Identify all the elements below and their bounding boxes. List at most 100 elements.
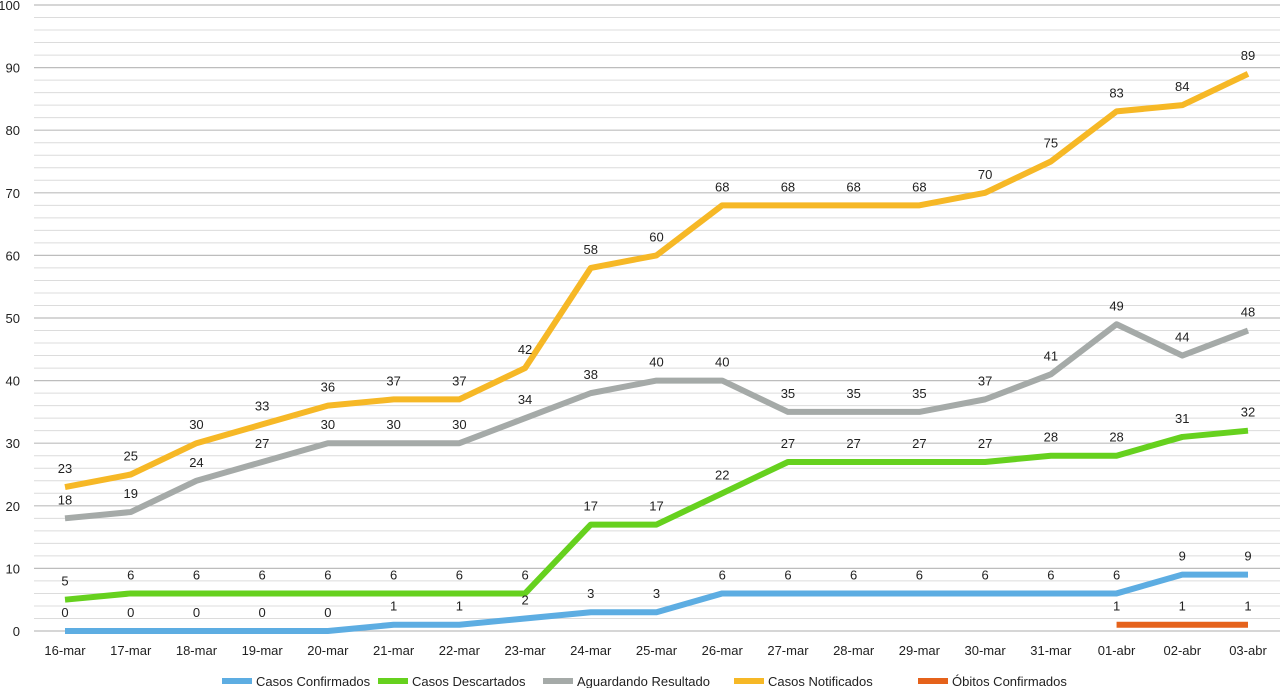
data-label: 40 [649, 355, 663, 370]
data-label: 33 [255, 398, 269, 413]
data-label: 68 [912, 179, 926, 194]
legend-label: Casos Confirmados [256, 674, 371, 688]
legend: Casos Confirmados Casos Descartados Aguard… [222, 674, 1067, 688]
data-label: 35 [912, 386, 926, 401]
data-label: 25 [123, 449, 137, 464]
x-tick-label: 25-mar [636, 643, 678, 658]
series-line-2 [64, 321, 1250, 522]
x-tick-label: 03-abr [1229, 643, 1267, 658]
data-label: 27 [912, 436, 926, 451]
data-label: 37 [452, 373, 466, 388]
y-tick-label: 50 [6, 311, 20, 326]
data-label: 18 [58, 492, 72, 507]
data-label: 1 [1179, 599, 1186, 614]
data-label: 89 [1241, 48, 1255, 63]
data-label: 6 [259, 567, 266, 582]
data-label: 0 [61, 605, 68, 620]
data-label: 1 [456, 599, 463, 614]
y-axis-ticks: 0 10 20 30 40 50 60 70 80 90 100 [0, 0, 20, 639]
data-label: 37 [978, 373, 992, 388]
data-label: 60 [649, 229, 663, 244]
data-label: 6 [456, 567, 463, 582]
data-label: 6 [981, 567, 988, 582]
data-label: 6 [193, 567, 200, 582]
x-tick-label: 30-mar [965, 643, 1007, 658]
data-label: 28 [1109, 430, 1123, 445]
data-label: 68 [715, 179, 729, 194]
data-label: 6 [390, 567, 397, 582]
data-label: 1 [390, 599, 397, 614]
data-label: 36 [321, 380, 335, 395]
data-label: 17 [584, 499, 598, 514]
data-label: 34 [518, 392, 532, 407]
data-label: 41 [1044, 348, 1058, 363]
data-label: 28 [1044, 430, 1058, 445]
data-label: 83 [1109, 85, 1123, 100]
data-label: 70 [978, 167, 992, 182]
data-label: 27 [846, 436, 860, 451]
data-label: 6 [719, 567, 726, 582]
data-label: 6 [784, 567, 791, 582]
series-line-3 [64, 71, 1250, 490]
x-tick-label: 27-mar [767, 643, 809, 658]
data-label: 1 [1244, 599, 1251, 614]
gridlines [34, 4, 1280, 632]
data-label: 84 [1175, 79, 1189, 94]
data-label: 30 [386, 417, 400, 432]
data-label: 1 [1113, 599, 1120, 614]
data-label: 0 [259, 605, 266, 620]
data-label: 6 [127, 567, 134, 582]
data-label: 38 [584, 367, 598, 382]
x-tick-label: 22-mar [439, 643, 481, 658]
data-label: 42 [518, 342, 532, 357]
data-label: 35 [781, 386, 795, 401]
data-label: 3 [653, 586, 660, 601]
series-lines [64, 71, 1250, 634]
data-label: 6 [324, 567, 331, 582]
x-tick-label: 28-mar [833, 643, 875, 658]
y-tick-label: 80 [6, 123, 20, 138]
y-tick-label: 30 [6, 436, 20, 451]
y-tick-label: 100 [0, 0, 20, 13]
legend-label: Óbitos Confirmados [952, 674, 1067, 688]
data-label: 32 [1241, 405, 1255, 420]
data-label: 27 [781, 436, 795, 451]
data-label: 27 [978, 436, 992, 451]
data-label: 0 [127, 605, 134, 620]
x-tick-label: 21-mar [373, 643, 415, 658]
data-label: 68 [781, 179, 795, 194]
x-tick-label: 20-mar [307, 643, 349, 658]
data-label: 22 [715, 467, 729, 482]
y-tick-label: 10 [6, 561, 20, 576]
x-tick-label: 31-mar [1030, 643, 1072, 658]
data-label: 58 [584, 242, 598, 257]
data-label: 27 [255, 436, 269, 451]
x-tick-label: 29-mar [899, 643, 941, 658]
data-label: 49 [1109, 298, 1123, 313]
data-label: 6 [1113, 567, 1120, 582]
legend-label: Aguardando Resultado [577, 674, 710, 688]
y-tick-label: 90 [6, 61, 20, 76]
data-label: 6 [850, 567, 857, 582]
x-tick-label: 18-mar [176, 643, 218, 658]
data-label: 30 [189, 417, 203, 432]
data-label: 30 [321, 417, 335, 432]
series-line-1 [64, 427, 1249, 603]
data-label: 3 [587, 586, 594, 601]
x-tick-label: 26-mar [702, 643, 744, 658]
data-label: 48 [1241, 305, 1255, 320]
x-axis-ticks: 16-mar 17-mar 18-mar 19-mar 20-mar 21-mar 22-m… [44, 643, 1267, 658]
data-label: 6 [1047, 567, 1054, 582]
data-label: 19 [123, 486, 137, 501]
data-label: 2 [521, 592, 528, 607]
data-label: 6 [521, 567, 528, 582]
data-label: 6 [916, 567, 923, 582]
y-tick-label: 0 [13, 624, 20, 639]
y-tick-label: 40 [6, 374, 20, 389]
data-label: 5 [61, 574, 68, 589]
data-label: 37 [386, 373, 400, 388]
data-label: 40 [715, 355, 729, 370]
